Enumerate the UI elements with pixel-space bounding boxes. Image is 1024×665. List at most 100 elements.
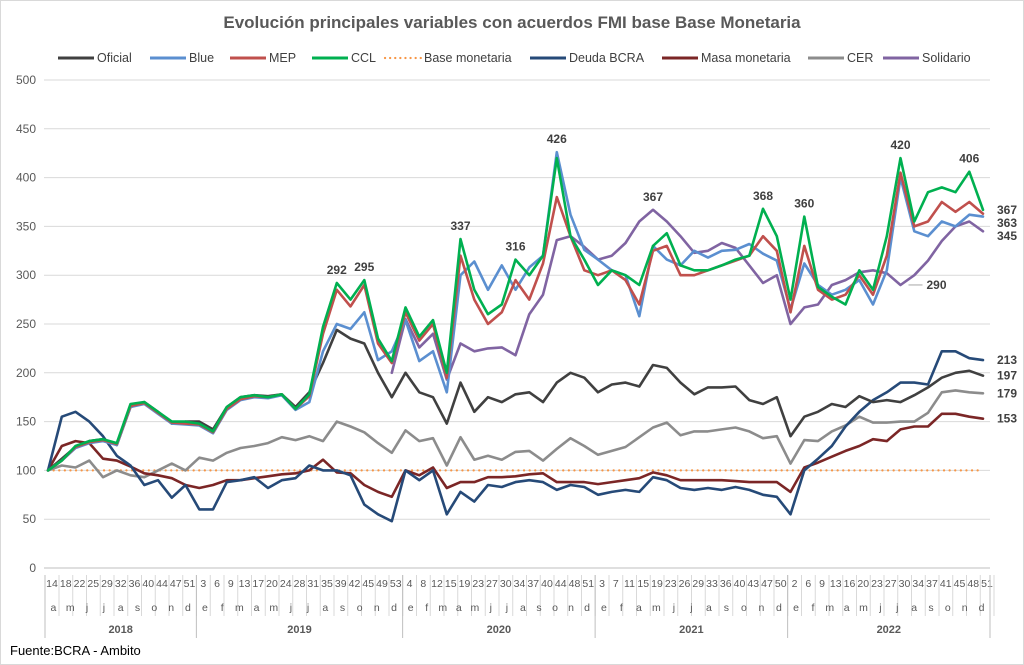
x-month-label: a	[118, 602, 124, 614]
x-week-label: 29	[692, 578, 704, 590]
x-week-label: 42	[349, 578, 361, 590]
x-month-label: s	[724, 602, 729, 614]
x-month-label: j	[878, 602, 881, 614]
x-week-label: 29	[101, 578, 113, 590]
x-week-label: 40	[541, 578, 553, 590]
x-month-label: a	[911, 602, 917, 614]
chart-title: Evolución principales variables con acue…	[223, 13, 801, 32]
legend-label: Oficial	[97, 51, 132, 65]
y-tick-label: 450	[16, 122, 36, 136]
x-week-label: 30	[899, 578, 911, 590]
x-week-label: 14	[46, 578, 58, 590]
x-year-label: 2020	[487, 624, 511, 636]
x-month-label: n	[758, 602, 764, 614]
annotation-label: 426	[547, 132, 567, 146]
y-tick-label: 100	[16, 463, 36, 477]
legend-item-solidario: Solidario	[883, 51, 971, 65]
legend-label: Deuda BCRA	[569, 51, 645, 65]
x-month-label: o	[552, 602, 558, 614]
x-week-label: 9	[819, 578, 825, 590]
legend-item-blue: Blue	[150, 51, 214, 65]
x-week-label: 27	[885, 578, 897, 590]
x-week-label: 18	[60, 578, 72, 590]
x-week-label: 44	[156, 578, 168, 590]
x-week-label: 37	[527, 578, 539, 590]
y-tick-label: 400	[16, 171, 36, 185]
x-week-label: 49	[376, 578, 388, 590]
x-month-label: d	[776, 602, 782, 614]
x-month-label: n	[962, 602, 968, 614]
x-month-label: j	[489, 602, 492, 614]
x-week-label: 20	[857, 578, 869, 590]
legend-label: Masa monetaria	[701, 51, 791, 65]
x-month-label: o	[151, 602, 157, 614]
x-week-label: 19	[459, 578, 471, 590]
series-line-solidario	[390, 208, 985, 381]
x-month-label: d	[391, 602, 397, 614]
x-week-label: 45	[362, 578, 374, 590]
x-week-label: 48	[967, 578, 979, 590]
x-week-label: 47	[170, 578, 182, 590]
end-value-label: 213	[997, 353, 1017, 367]
x-week-label: 51	[184, 578, 196, 590]
x-month-label: o	[945, 602, 951, 614]
x-month-label: e	[408, 602, 414, 614]
x-month-label: j	[672, 602, 675, 614]
x-week-label: 47	[761, 578, 773, 590]
x-month-label: a	[844, 602, 850, 614]
x-month-label: m	[66, 602, 75, 614]
legend-item-cer: CER	[808, 51, 873, 65]
x-month-label: m	[470, 602, 479, 614]
x-week-label: 20	[266, 578, 278, 590]
x-week-label: 3	[200, 578, 206, 590]
x-week-label: 2	[792, 578, 798, 590]
x-week-label: 7	[613, 578, 619, 590]
x-year-label: 2022	[877, 624, 901, 636]
x-week-label: 50	[775, 578, 787, 590]
x-month-label: a	[636, 602, 642, 614]
legend-label: MEP	[269, 51, 296, 65]
x-month-label: o	[741, 602, 747, 614]
x-week-label: 6	[214, 578, 220, 590]
x-month-label: n	[568, 602, 574, 614]
x-week-label: 40	[142, 578, 154, 590]
x-year-label: 2018	[108, 624, 132, 636]
end-value-label: 363	[997, 216, 1017, 230]
series-line-masa-monetaria	[46, 412, 985, 499]
series-line-oficial	[46, 328, 985, 472]
annotation-label: 420	[890, 138, 910, 152]
y-tick-label: 200	[16, 366, 36, 380]
x-month-label: e	[793, 602, 799, 614]
x-month-label: m	[859, 602, 868, 614]
x-month-label: s	[135, 602, 140, 614]
annotation-label: 368	[753, 189, 773, 203]
x-week-label: 27	[486, 578, 498, 590]
end-value-label: 197	[997, 369, 1017, 383]
x-month-label: f	[620, 602, 623, 614]
legend-label: CCL	[351, 51, 376, 65]
x-week-label: 51	[981, 578, 993, 590]
x-month-label: n	[168, 602, 174, 614]
x-month-label: a	[50, 602, 56, 614]
x-month-label: d	[584, 602, 590, 614]
x-month-label: j	[85, 602, 88, 614]
x-week-label: 36	[129, 578, 141, 590]
x-month-label: a	[706, 602, 712, 614]
y-tick-label: 500	[16, 73, 36, 87]
y-tick-label: 150	[16, 415, 36, 429]
x-week-label: 35	[321, 578, 333, 590]
x-month-label: e	[601, 602, 607, 614]
x-week-label: 24	[280, 578, 292, 590]
x-month-label: j	[102, 602, 105, 614]
annotation-label: 295	[354, 260, 374, 274]
x-week-label: 6	[805, 578, 811, 590]
x-week-label: 28	[294, 578, 306, 590]
x-month-label: s	[928, 602, 933, 614]
legend-item-deuda-bcra: Deuda BCRA	[530, 51, 645, 65]
x-month-label: s	[536, 602, 541, 614]
source-note: Fuente:BCRA - Ambito	[10, 643, 141, 658]
x-month-label: j	[505, 602, 508, 614]
x-week-label: 23	[665, 578, 677, 590]
legend-label: Blue	[189, 51, 214, 65]
